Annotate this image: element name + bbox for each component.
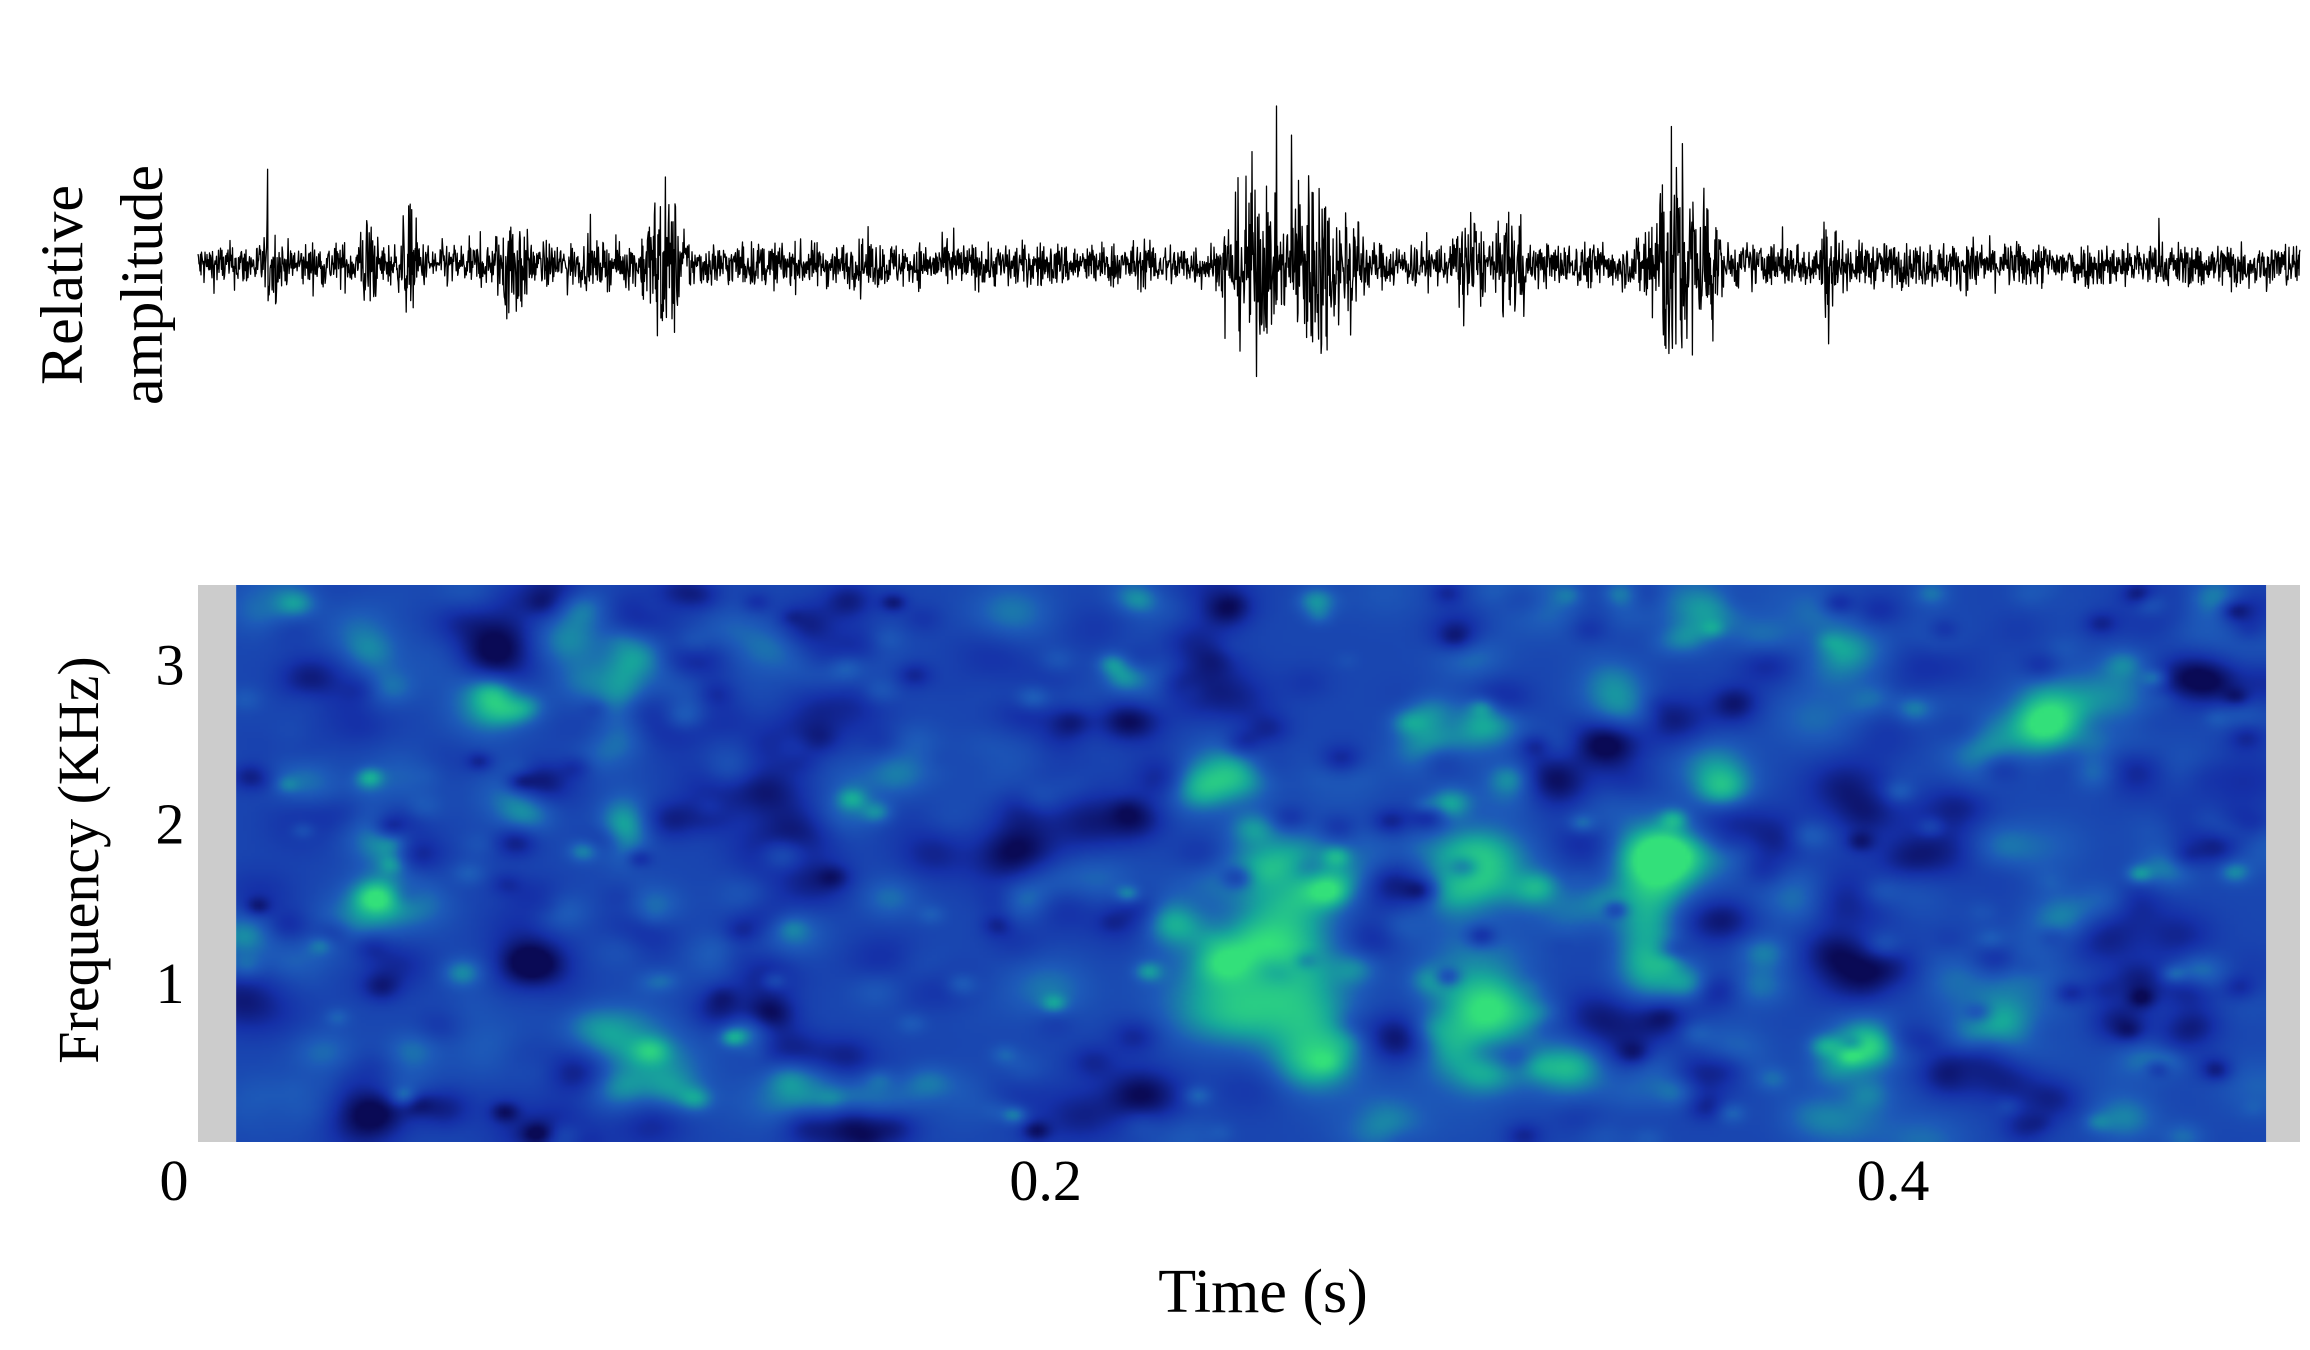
spectrogram-heatmap [236, 585, 2267, 1142]
spectrogram-ylabel: Frequency (KHz) [46, 656, 111, 1063]
spectrogram-xlabel: Time (s) [1158, 1258, 1368, 1326]
y-tick-label: 3 [156, 633, 185, 698]
spectrogram-padding-left [198, 585, 237, 1142]
waveform-ylabel-line-1: Relative [29, 185, 95, 385]
waveform-trace [197, 105, 2301, 378]
x-tick-label: 0.2 [1009, 1148, 1082, 1213]
x-tick-label: 0.4 [1857, 1148, 1930, 1213]
x-tick-label: 0 [160, 1148, 189, 1213]
y-tick-label: 2 [156, 792, 185, 857]
y-tick-label: 1 [156, 951, 185, 1016]
spectrogram-panel: Frequency (KHz) 1 2 3 0 0.2 0.4 Time (s) [46, 585, 2300, 1326]
waveform-panel: Relative amplitude [29, 105, 2301, 405]
waveform-ylabel-line-2: amplitude [109, 165, 175, 405]
spectrogram-padding-right [2266, 585, 2300, 1142]
